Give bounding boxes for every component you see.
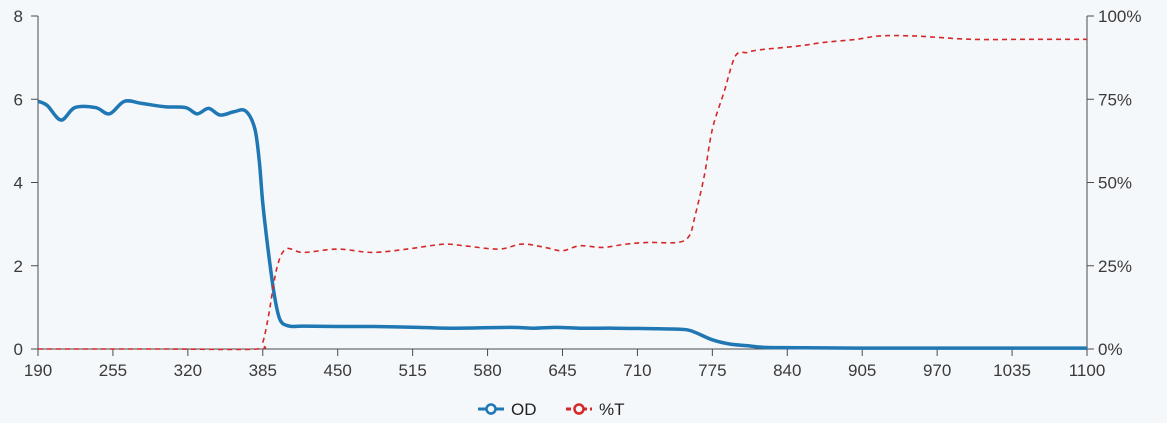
legend-label: OD — [511, 400, 537, 419]
legend: OD %T — [478, 400, 625, 419]
x-tick-label: 840 — [773, 361, 801, 380]
y-tick-label: 4 — [14, 174, 23, 193]
y-tick-label: 8 — [14, 7, 23, 26]
axes-group: 190 255 320 385 450 515 580 645 710 775 840 905 970 1… — [14, 7, 1142, 380]
x-tick-label: 515 — [398, 361, 426, 380]
y-tick-label: 0 — [14, 340, 23, 359]
legend-item-percent-t[interactable]: %T — [566, 400, 625, 419]
legend-label: %T — [599, 400, 625, 419]
y2-tick-label: 50% — [1098, 174, 1132, 193]
y2-tick-label: 100% — [1098, 7, 1141, 26]
legend-marker — [487, 405, 496, 414]
y-tick-label: 2 — [14, 257, 23, 276]
legend-item-od[interactable]: OD — [478, 400, 537, 419]
y-tick-label: 6 — [14, 90, 23, 109]
y2-tick-label: 75% — [1098, 90, 1132, 109]
series-line-od — [38, 101, 1087, 348]
legend-marker — [575, 405, 584, 414]
series-percent-t — [38, 36, 1087, 350]
x-tick-label: 385 — [249, 361, 277, 380]
x-tick-label: 450 — [324, 361, 352, 380]
series-od — [38, 101, 1087, 348]
x-tick-label: 320 — [174, 361, 202, 380]
x-tick-label: 645 — [548, 361, 576, 380]
x-tick-label: 1100 — [1069, 361, 1106, 380]
x-tick-label: 775 — [698, 361, 726, 380]
series-line-percent-t — [38, 36, 1087, 350]
x-tick-label: 970 — [923, 361, 951, 380]
x-tick-label: 580 — [473, 361, 501, 380]
y2-tick-label: 0% — [1098, 340, 1123, 359]
x-tick-label: 710 — [623, 361, 651, 380]
x-tick-label: 190 — [24, 361, 52, 380]
y2-tick-label: 25% — [1098, 257, 1132, 276]
x-tick-label: 255 — [99, 361, 127, 380]
x-tick-label: 905 — [848, 361, 876, 380]
x-tick-label: 1035 — [993, 361, 1031, 380]
